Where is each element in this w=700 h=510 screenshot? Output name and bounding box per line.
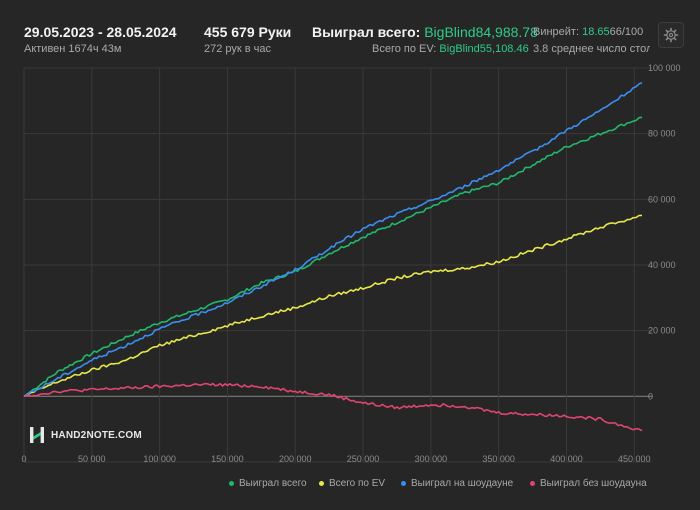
series-line (23, 214, 643, 398)
x-tick-label: 150 000 (211, 454, 244, 464)
active-time: Активен 1674ч 43м (24, 43, 122, 55)
stats-header: 29.05.2023 - 28.05.2024 Активен 1674ч 43… (0, 0, 700, 62)
date-range: 29.05.2023 - 28.05.2024 (24, 24, 177, 40)
winrate-suffix: 66/100 (609, 26, 644, 38)
chart-grid (23, 67, 652, 463)
hand2note-logo-icon (30, 427, 44, 443)
winrate-value: 18.65 (582, 26, 610, 38)
legend-item[interactable]: Выиграл всего (229, 476, 307, 490)
winrate: Винрейт: 18.6566/100 (533, 26, 643, 38)
legend-item[interactable]: Выиграл на шоудауне (401, 476, 513, 490)
legend-label: Всего по EV (329, 477, 386, 489)
y-tick-label: 40 000 (648, 260, 676, 270)
winrate-label: Винрейт: (533, 26, 580, 38)
chart-series (23, 82, 643, 432)
legend-dot (319, 480, 324, 486)
hand2note-logo: HAND2NOTE.COM (28, 426, 142, 444)
ev-value: BigBlind55,108.46 (439, 43, 529, 55)
series-line (23, 82, 643, 398)
y-tick-label: 60 000 (648, 194, 676, 204)
gear-icon (663, 27, 679, 43)
x-tick-label: 300 000 (415, 454, 448, 464)
series-line (23, 382, 643, 432)
x-tick-label: 400 000 (550, 454, 583, 464)
x-tick-label: 350 000 (482, 454, 515, 464)
x-tick-label: 0 (21, 454, 26, 464)
ev-total: Всего по EV: BigBlind55,108.46 (372, 43, 529, 55)
legend-dot (229, 480, 234, 486)
won-total: Выиграл всего: BigBlind84,988.78 (312, 24, 538, 40)
won-total-value: BigBlind84,988.78 (424, 24, 538, 40)
x-tick-label: 100 000 (143, 454, 176, 464)
x-tick-label: 50 000 (78, 454, 106, 464)
y-axis-ticks: 100 000 80 000 60 000 40 000 20 000 0 (648, 63, 681, 401)
avg-tables: 3.8 среднее число столов (533, 43, 650, 55)
legend-label: Выиграл на шоудауне (411, 477, 514, 489)
x-tick-label: 250 000 (347, 454, 380, 464)
settings-button[interactable] (658, 22, 684, 48)
legend-dot (530, 480, 535, 486)
x-axis-ticks: 0 50 000 100 000 150 000 200 000 250 000 300 0… (21, 454, 650, 464)
series-line (23, 116, 643, 397)
legend-item[interactable]: Всего по EV (319, 476, 385, 490)
legend-label: Выиграл без шоудауна (540, 477, 647, 489)
legend-item[interactable]: Выиграл без шоудауна (530, 476, 647, 490)
y-tick-label: 100 000 (648, 63, 681, 73)
legend-label: Выиграл всего (239, 477, 307, 489)
hands-count: 455 679 Руки (204, 24, 292, 40)
ev-label: Всего по EV: (372, 43, 437, 55)
hands-per-hour: 272 рук в час (204, 43, 272, 55)
y-tick-label: 80 000 (648, 129, 676, 139)
logo-text: HAND2NOTE.COM (51, 429, 142, 441)
won-total-label: Выиграл всего: (312, 24, 421, 40)
y-tick-label: 20 000 (648, 326, 676, 336)
y-tick-label: 0 (648, 391, 653, 401)
x-tick-label: 200 000 (279, 454, 312, 464)
x-tick-label: 450 000 (618, 454, 651, 464)
legend-dot (401, 480, 406, 486)
